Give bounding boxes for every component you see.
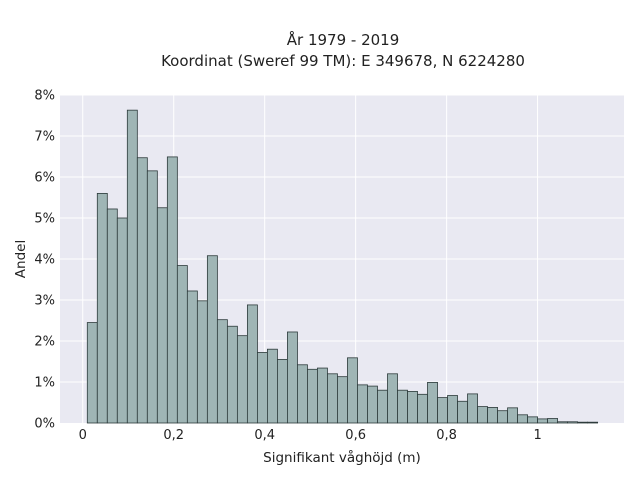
- histogram-bar: [126, 109, 138, 424]
- histogram-bar: [146, 170, 158, 424]
- histogram-bar: [96, 192, 108, 424]
- histogram-bar: [437, 397, 448, 424]
- histogram-bar: [297, 364, 308, 424]
- x-axis-label: Signifikant våghöjd (m): [263, 449, 421, 466]
- y-tick-label: 5%: [34, 212, 55, 227]
- histogram-bar: [407, 391, 418, 424]
- y-tick-label: 2%: [34, 335, 55, 350]
- histogram-bar: [517, 414, 528, 424]
- histogram-bar: [537, 418, 548, 424]
- histogram-bar: [497, 410, 508, 424]
- histogram-bar: [327, 373, 338, 424]
- histogram-bar: [567, 421, 579, 424]
- histogram-bar: [216, 319, 228, 424]
- histogram-bar: [256, 352, 268, 424]
- y-tick-label: 1%: [34, 376, 55, 391]
- histogram-bar: [186, 290, 198, 424]
- x-tick-label: 0,8: [436, 428, 457, 443]
- y-tick-label: 6%: [34, 171, 55, 186]
- histogram-bar: [417, 393, 428, 424]
- histogram-bar: [477, 406, 488, 424]
- y-axis-label: Andel: [13, 240, 29, 278]
- histogram-bar: [487, 407, 498, 424]
- x-tick-label: 0: [79, 428, 87, 443]
- histogram-bar: [387, 373, 398, 424]
- x-tick-label: 0,6: [345, 428, 366, 443]
- histogram-bar: [226, 325, 238, 424]
- y-tick-label: 7%: [34, 130, 55, 145]
- histogram-bar: [176, 265, 188, 424]
- x-tick-label: 0,4: [254, 428, 275, 443]
- histogram-bar: [116, 217, 128, 424]
- histogram-bar: [507, 407, 518, 424]
- histogram-bar: [337, 376, 348, 424]
- histogram-bar: [106, 208, 118, 424]
- histogram-bar: [347, 357, 358, 424]
- x-tick-label: 1: [533, 428, 541, 443]
- tick-labels: 0% 1% 2% 3% 4% 5% 6% 7% 8% 0 0,2 0,4 0,6 0,8 1: [34, 89, 541, 444]
- histogram-bar: [557, 421, 569, 424]
- chart-title: År 1979 - 2019: [287, 30, 400, 49]
- histogram-bar: [86, 322, 98, 424]
- histogram-bar: [527, 416, 538, 424]
- histogram-bar: [317, 367, 328, 424]
- histogram-bar: [236, 335, 248, 424]
- histogram-bar: [307, 368, 318, 424]
- y-tick-label: 3%: [34, 294, 55, 309]
- y-tick-label: 8%: [34, 89, 55, 104]
- histogram-bar: [287, 331, 298, 424]
- histogram-bar: [397, 389, 408, 424]
- histogram-bar: [377, 389, 388, 424]
- histogram-bar: [136, 157, 148, 424]
- chart-subtitle: Koordinat (Sweref 99 TM): E 349678, N 62…: [161, 52, 525, 70]
- histogram-bar: [246, 304, 258, 424]
- histogram-bar: [547, 418, 558, 424]
- histogram-bar: [367, 385, 378, 424]
- y-tick-label: 0%: [34, 417, 55, 432]
- histogram-bar: [166, 156, 178, 424]
- histogram-bar: [457, 400, 468, 424]
- histogram-bar: [447, 395, 458, 424]
- histogram-bar: [267, 348, 278, 424]
- histogram-bar: [427, 382, 438, 424]
- histogram-bar: [196, 300, 208, 424]
- histogram-bar: [587, 421, 599, 424]
- histogram-bar: [577, 421, 589, 424]
- x-tick-label: 0,2: [163, 428, 184, 443]
- histogram-bar: [156, 207, 168, 424]
- histogram-bar: [277, 359, 288, 424]
- bars: [86, 109, 599, 424]
- histogram-bar: [206, 255, 218, 424]
- histogram-bar: [357, 384, 368, 424]
- y-tick-label: 4%: [34, 253, 55, 268]
- histogram-bar: [467, 393, 478, 424]
